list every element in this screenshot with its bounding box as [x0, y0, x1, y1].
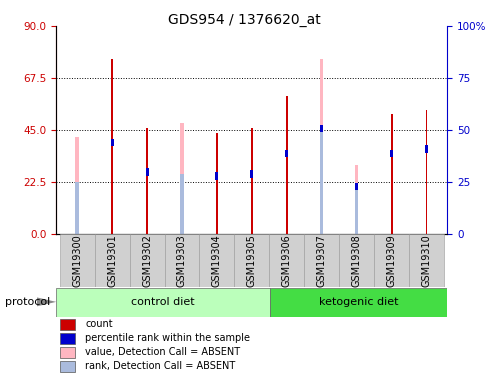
Text: GSM19305: GSM19305 [246, 234, 256, 287]
Bar [61, 333, 75, 344]
Bar [408, 234, 443, 287]
Bar [75, 137, 79, 234]
Bar [319, 128, 323, 234]
Bar [354, 165, 358, 234]
Bar [373, 234, 408, 287]
Bar [180, 123, 183, 234]
Bar [285, 96, 287, 234]
Bar [319, 58, 323, 234]
Bar [180, 174, 183, 234]
Bar [354, 183, 357, 190]
Text: value, Detection Call = ABSENT: value, Detection Call = ABSENT [85, 347, 240, 357]
Bar [145, 168, 148, 176]
Bar [216, 133, 218, 234]
Text: GDS954 / 1376620_at: GDS954 / 1376620_at [168, 13, 320, 27]
Text: GSM19309: GSM19309 [386, 234, 396, 287]
Text: rank, Detection Call = ABSENT: rank, Detection Call = ABSENT [85, 361, 235, 371]
Bar [250, 170, 253, 178]
Text: count: count [85, 320, 113, 329]
Text: control diet: control diet [131, 297, 194, 307]
Bar [234, 234, 269, 287]
Text: GSM19307: GSM19307 [316, 234, 326, 287]
Text: GSM19303: GSM19303 [177, 234, 186, 287]
Text: GSM19300: GSM19300 [72, 234, 82, 287]
Bar [304, 234, 339, 287]
Bar [60, 234, 95, 287]
Bar [339, 234, 373, 287]
Bar [250, 128, 252, 234]
Text: GSM19302: GSM19302 [142, 234, 152, 287]
Bar [215, 172, 218, 180]
Bar [320, 124, 323, 132]
Bar [95, 234, 129, 287]
Text: ketogenic diet: ketogenic diet [318, 297, 397, 307]
Text: GSM19306: GSM19306 [281, 234, 291, 287]
Bar [164, 234, 199, 287]
Text: GSM19304: GSM19304 [211, 234, 222, 287]
Bar [110, 139, 113, 147]
Bar [269, 234, 304, 287]
Bar [389, 150, 392, 157]
Text: protocol: protocol [5, 297, 50, 307]
Bar [129, 234, 164, 287]
Text: percentile rank within the sample: percentile rank within the sample [85, 333, 250, 344]
Bar [75, 182, 79, 234]
Text: GSM19308: GSM19308 [351, 234, 361, 287]
Bar [61, 361, 75, 372]
Bar [354, 186, 358, 234]
Bar [425, 110, 427, 234]
Bar [424, 146, 427, 153]
Bar [61, 347, 75, 358]
Text: GSM19301: GSM19301 [107, 234, 117, 287]
Bar [199, 234, 234, 287]
Text: GSM19310: GSM19310 [421, 234, 430, 287]
Bar [285, 150, 288, 157]
Bar [269, 288, 447, 317]
Polygon shape [37, 297, 56, 306]
Bar [111, 58, 113, 234]
Bar [56, 288, 269, 317]
Bar [61, 319, 75, 330]
Bar [146, 128, 148, 234]
Bar [390, 114, 392, 234]
